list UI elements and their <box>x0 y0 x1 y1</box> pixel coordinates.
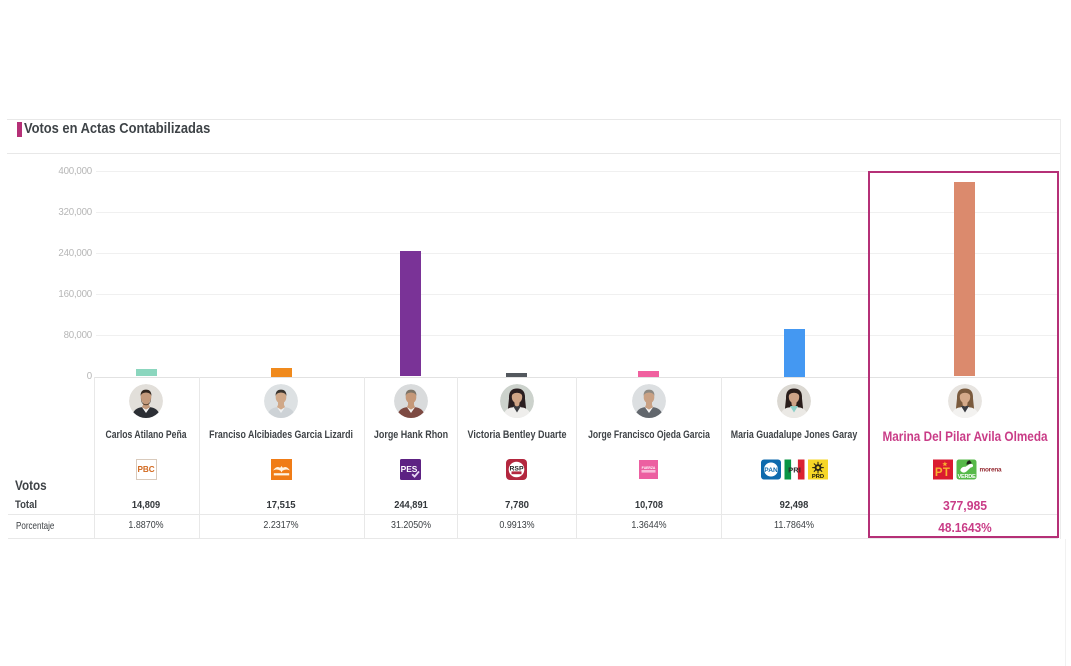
svg-text:PAN: PAN <box>764 467 778 474</box>
svg-text:morena: morena <box>980 467 1003 474</box>
svg-text:PRD: PRD <box>812 474 824 480</box>
svg-text:RSP: RSP <box>510 465 524 472</box>
svg-text:PRI: PRI <box>788 465 801 474</box>
svg-text:VERDE: VERDE <box>958 474 976 480</box>
svg-text:PES: PES <box>401 464 418 474</box>
svg-text:PT: PT <box>935 467 951 479</box>
svg-text:FUERZA: FUERZA <box>642 466 656 470</box>
